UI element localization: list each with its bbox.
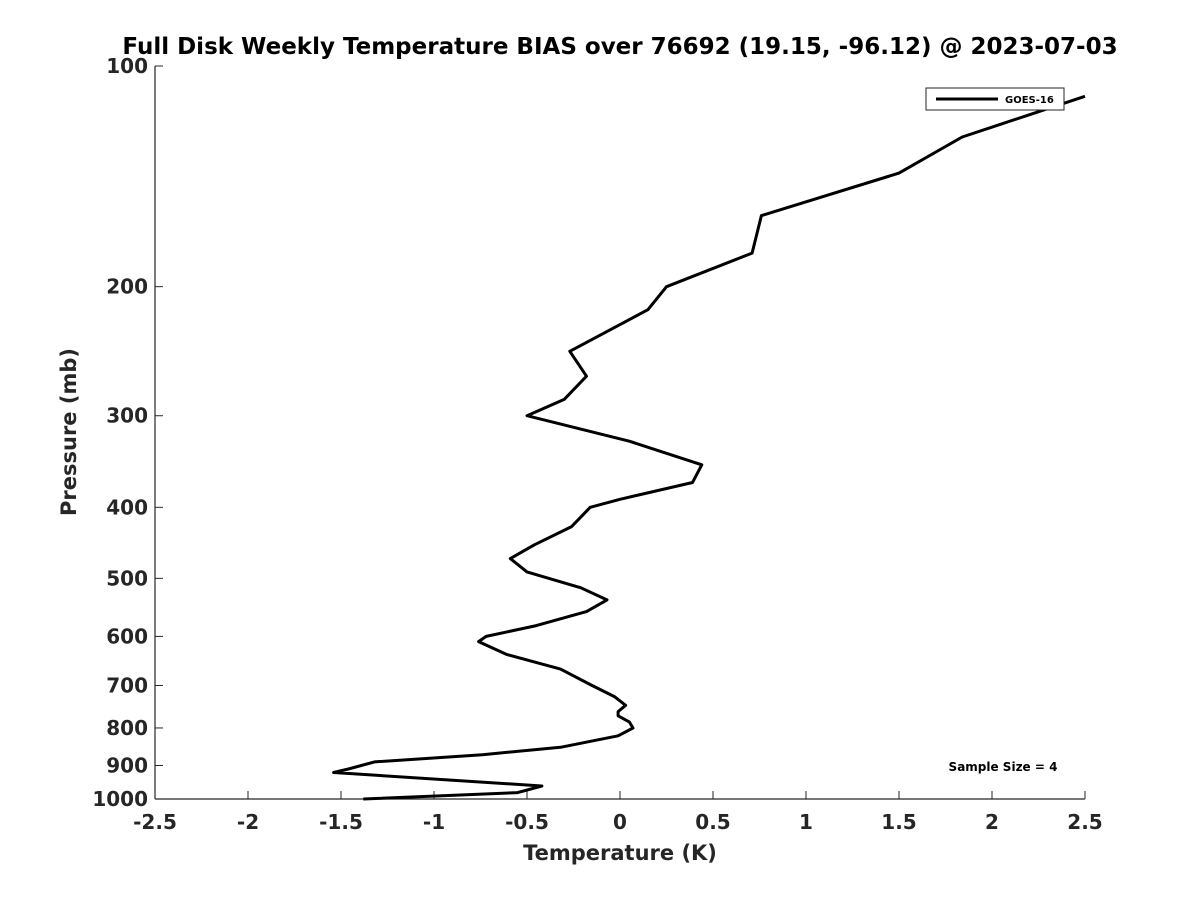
x-tick-label: -2.5 bbox=[133, 810, 177, 834]
y-tick-label: 100 bbox=[106, 54, 148, 78]
x-axis: -2.5 -2 -1.5 -1 -0.5 0 0.5 1 1.5 2 2.5 bbox=[133, 791, 1103, 834]
x-axis-label: Temperature (K) bbox=[523, 841, 717, 865]
sample-size-annotation: Sample Size = 4 bbox=[949, 760, 1058, 774]
y-axis: 100 200 300 400 500 600 700 800 900 1000 bbox=[92, 54, 163, 811]
legend: GOES-16 bbox=[925, 87, 1065, 111]
y-tick-label: 1000 bbox=[92, 787, 148, 811]
y-tick-label: 900 bbox=[106, 753, 148, 777]
y-tick-label: 500 bbox=[106, 566, 148, 590]
legend-label: GOES-16 bbox=[1005, 95, 1054, 106]
chart-title: Full Disk Weekly Temperature BIAS over 7… bbox=[122, 34, 1117, 60]
y-tick-label: 400 bbox=[106, 495, 148, 519]
x-tick-label: 0 bbox=[613, 810, 627, 834]
x-tick-label: -2 bbox=[237, 810, 259, 834]
x-tick-label: -1.5 bbox=[319, 810, 363, 834]
series-line bbox=[332, 94, 1086, 801]
y-tick-label: 800 bbox=[106, 716, 148, 740]
y-tick-label: 700 bbox=[106, 673, 148, 697]
x-tick-label: 1.5 bbox=[881, 810, 916, 834]
y-tick-label: 600 bbox=[106, 624, 148, 648]
y-tick-label: 300 bbox=[106, 404, 148, 428]
x-tick-label: 0.5 bbox=[695, 810, 730, 834]
series-layer bbox=[332, 94, 1086, 801]
x-tick-label: -1 bbox=[423, 810, 445, 834]
y-tick-label: 200 bbox=[106, 275, 148, 299]
y-axis-label: Pressure (mb) bbox=[57, 348, 81, 516]
x-tick-label: 2 bbox=[985, 810, 999, 834]
x-tick-label: 2.5 bbox=[1067, 810, 1102, 834]
x-tick-label: -0.5 bbox=[505, 810, 549, 834]
x-tick-label: 1 bbox=[799, 810, 813, 834]
